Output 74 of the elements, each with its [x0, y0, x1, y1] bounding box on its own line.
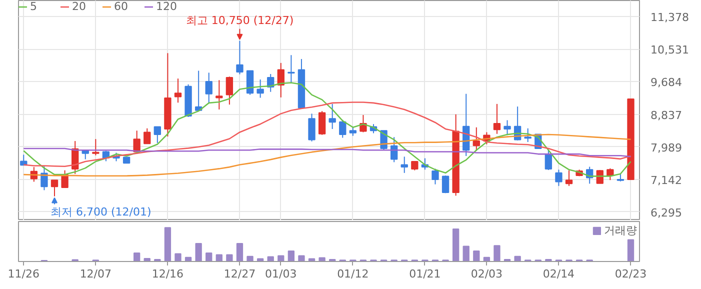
y-tick-label: 10,531 [650, 44, 689, 57]
x-tick-label: 12/27 [224, 268, 256, 280]
bar [164, 227, 172, 262]
candlestick [349, 126, 357, 136]
bar [473, 250, 480, 262]
candlestick [596, 170, 604, 184]
candlestick [565, 170, 573, 186]
candlestick [524, 128, 532, 143]
candlestick [246, 70, 254, 96]
x-tick-label: 02/14 [542, 268, 575, 280]
legend-label: 5 [30, 0, 38, 13]
x-tick-label: 01/21 [409, 268, 441, 280]
y-tick-label: 9,684 [650, 76, 682, 90]
candlestick [328, 103, 336, 130]
bar [278, 255, 284, 262]
y-tick-label: 6,295 [650, 206, 682, 220]
candlestick [154, 126, 161, 144]
bar [134, 252, 140, 262]
candlestick [318, 110, 326, 136]
bar [452, 228, 460, 262]
bar [462, 246, 470, 262]
candlestick [236, 40, 244, 75]
candlestick [288, 54, 295, 84]
bar [627, 239, 634, 262]
bar [246, 256, 254, 262]
bar [298, 255, 305, 262]
candlestick [61, 170, 68, 188]
candlestick [606, 168, 614, 181]
legend-label: 120 [156, 0, 177, 13]
candlestick [133, 130, 140, 152]
candlestick [504, 120, 511, 136]
candlestick [442, 175, 450, 194]
x-tick-label: 02/03 [470, 268, 503, 280]
candlestick [432, 168, 439, 185]
bar [226, 254, 233, 262]
annotation: 최저 6,700 (12/01) [50, 205, 152, 218]
bar [236, 243, 244, 262]
legend-label: 60 [114, 0, 129, 13]
candlestick [472, 126, 480, 152]
bar [494, 245, 500, 262]
bar [514, 256, 521, 262]
y-tick-label: 7,989 [650, 141, 682, 154]
bar [195, 243, 202, 262]
x-tick-label: 12/16 [152, 268, 184, 280]
bar [288, 250, 295, 262]
x-tick-label: 01/03 [265, 268, 297, 280]
annotation: 최고 10,750 (12/27) [186, 14, 294, 27]
candlestick [40, 166, 48, 191]
y-tick-label: 7,142 [650, 174, 682, 187]
candlestick [493, 103, 501, 134]
candlestick [308, 113, 316, 142]
bar [318, 257, 326, 262]
candlestick [174, 78, 182, 104]
x-tick-label: 12/07 [80, 268, 112, 280]
x-tick-label: 11/26 [8, 268, 40, 280]
candlestick [226, 76, 234, 106]
bar [174, 253, 182, 262]
bar [216, 254, 222, 262]
x-tick-label: 01/12 [337, 268, 369, 280]
legend-label: 거래량 [604, 223, 637, 238]
candlestick [205, 72, 212, 104]
candlestick [256, 79, 264, 98]
candlestick [400, 156, 408, 174]
legend-label: 20 [72, 0, 87, 13]
x-tick-label: 02/23 [614, 268, 647, 280]
candlestick [544, 150, 552, 171]
candlestick [92, 138, 100, 156]
candlestick [144, 128, 151, 144]
candlestick [50, 180, 58, 197]
y-tick-label: 8,837 [650, 108, 682, 122]
bar [206, 252, 212, 262]
candlestick [555, 169, 562, 186]
candlestick [216, 80, 223, 110]
y-tick-label: 11,378 [650, 11, 689, 24]
